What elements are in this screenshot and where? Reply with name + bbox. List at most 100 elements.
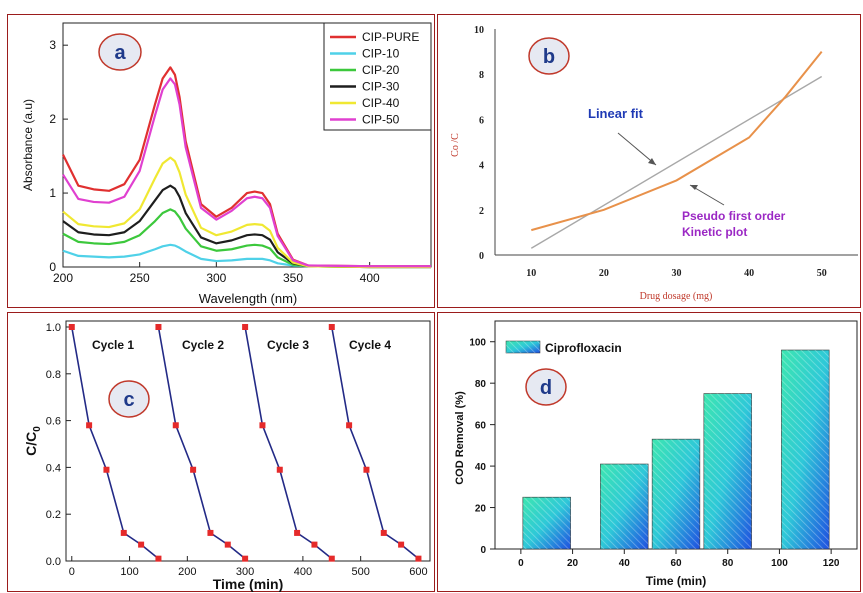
data-point-c-10 xyxy=(224,541,231,548)
x-tick-label-a-2: 300 xyxy=(206,271,226,285)
x-tick-label-c-5: 500 xyxy=(351,566,369,578)
legend-a-label-2: CIP-20 xyxy=(362,63,400,77)
y-axis-label-c-sub: 0 xyxy=(32,426,43,432)
x-tick-label-d-2: 40 xyxy=(619,558,631,569)
x-tick-label-b-0: 10 xyxy=(526,268,536,279)
y-tick-label-b-1: 2 xyxy=(479,206,484,217)
panel-badge-a-text: a xyxy=(114,42,126,64)
cycle-label-3: Cycle 4 xyxy=(349,338,391,352)
cycle-label-0: Cycle 1 xyxy=(92,338,134,352)
y-tick-label-a-2: 2 xyxy=(49,112,56,126)
arrow-linear-fit xyxy=(617,132,657,166)
y-tick-label-b-4: 8 xyxy=(479,70,484,81)
y-tick-label-b-0: 0 xyxy=(479,251,484,262)
y-axis-label-d: COD Removal (%) xyxy=(454,391,466,485)
data-point-c-4 xyxy=(138,541,145,548)
annotation-linear-fit: Linear fit xyxy=(588,106,644,121)
y-tick-label-c-0: 0.0 xyxy=(46,556,61,568)
data-point-c-18 xyxy=(328,324,335,330)
y-tick-label-c-5: 1.0 xyxy=(46,322,61,334)
data-point-c-6 xyxy=(155,324,162,330)
y-tick-label-d-3: 60 xyxy=(475,421,487,432)
chart-d: 0 20 40 60 80 100 120 0 20 40 60 80 100 Ciprofloxaci… xyxy=(454,320,858,588)
panel-badge-b: b xyxy=(528,37,570,75)
data-point-c-9 xyxy=(207,529,214,536)
panel-badge-d: d xyxy=(525,368,567,406)
x-tick-label-d-3: 60 xyxy=(670,558,682,569)
y-tick-label-c-4: 0.8 xyxy=(46,369,61,381)
panel-c: 0 100 200 300 400 500 600 0.0 0.2 0.4 0.6 0.8 1.0 Cy… xyxy=(7,312,435,592)
y-tick-label-a-1: 1 xyxy=(49,186,56,200)
y-tick-label-d-5: 100 xyxy=(469,338,486,349)
series-line-a-1 xyxy=(62,243,431,269)
legend-d: Ciprofloxacin xyxy=(505,340,622,355)
x-tick-label-d-4: 80 xyxy=(722,558,734,569)
data-point-c-22 xyxy=(398,541,405,548)
y-tick-label-c-1: 0.2 xyxy=(46,509,61,521)
annotation-pseudo-first-order: Pseudo first order xyxy=(682,209,786,223)
data-point-c-0 xyxy=(68,324,75,330)
x-tick-label-a-0: 200 xyxy=(53,271,73,285)
data-point-c-21 xyxy=(380,529,387,536)
x-tick-label-a-1: 250 xyxy=(130,271,150,285)
series-line-c-cycle-0 xyxy=(70,326,159,560)
y-tick-label-a-0: 0 xyxy=(49,260,56,274)
annotation-kinetic-plot: Kinetic plot xyxy=(682,225,747,239)
x-tick-label-d-0: 0 xyxy=(518,558,524,569)
y-axis-label-a: Absorbance (a.u) xyxy=(21,99,35,191)
data-point-c-17 xyxy=(328,555,335,562)
cycle-label-1: Cycle 2 xyxy=(182,338,224,352)
y-tick-label-d-2: 40 xyxy=(475,462,487,473)
chart-c: 0 100 200 300 400 500 600 0.0 0.2 0.4 0.6 0.8 1.0 Cy… xyxy=(23,320,431,592)
x-tick-label-d-5: 100 xyxy=(771,558,788,569)
panel-b: 10 20 30 40 50 0 2 4 6 8 10 Linear fit Pseudo firs… xyxy=(437,14,861,308)
data-point-c-13 xyxy=(259,422,266,429)
legend-d-swatch-hatch xyxy=(506,341,540,353)
legend-a-box xyxy=(323,22,432,131)
series-line-b-0 xyxy=(531,50,823,232)
series-line-c-cycle-2 xyxy=(244,326,333,560)
x-tick-label-c-1: 100 xyxy=(120,566,138,578)
plot-frame-c xyxy=(65,320,431,562)
chart-a: 200 250 300 350 400 0 1 2 3 CIP-PURE CIP-10 CIP-20… xyxy=(21,22,432,306)
x-axis-label-b: Drug dosage (mg) xyxy=(640,291,713,302)
panel-d: 0 20 40 60 80 100 120 0 20 40 60 80 100 Ciprofloxaci… xyxy=(437,312,861,592)
data-point-c-12 xyxy=(242,324,249,330)
data-point-c-20 xyxy=(363,466,370,473)
x-tick-label-b-2: 30 xyxy=(672,268,682,279)
x-tick-label-a-4: 400 xyxy=(360,271,380,285)
x-tick-label-c-2: 200 xyxy=(178,566,196,578)
y-tick-label-d-4: 80 xyxy=(475,379,487,390)
series-line-a-2 xyxy=(62,208,431,269)
legend-a-label-0: CIP-PURE xyxy=(362,30,419,44)
series-line-b-1 xyxy=(530,75,823,249)
y-tick-label-a-3: 3 xyxy=(49,38,56,52)
panel-badge-c: c xyxy=(108,380,150,418)
x-tick-label-d-6: 120 xyxy=(823,558,840,569)
series-line-a-5 xyxy=(62,77,431,268)
arrow-linear-fit-head xyxy=(648,158,656,165)
y-tick-label-b-2: 4 xyxy=(479,161,484,172)
y-tick-label-c-3: 0.6 xyxy=(46,416,61,428)
data-point-c-19 xyxy=(346,422,353,429)
x-tick-label-b-1: 20 xyxy=(599,268,609,279)
panel-badge-c-text: c xyxy=(123,389,134,411)
legend-a-label-1: CIP-10 xyxy=(362,47,400,61)
series-line-c-cycle-3 xyxy=(330,326,419,560)
legend-a-label-5: CIP-50 xyxy=(362,113,400,127)
y-axis-label-b: Co /C xyxy=(450,133,461,157)
data-point-c-2 xyxy=(103,466,110,473)
data-point-c-23 xyxy=(415,555,422,562)
y-tick-label-d-1: 20 xyxy=(475,504,487,515)
y-tick-label-c-2: 0.4 xyxy=(46,462,61,474)
series-line-c-cycle-1 xyxy=(157,326,246,560)
data-point-c-14 xyxy=(276,466,283,473)
x-axis-label-c: Time (min) xyxy=(213,576,284,592)
series-line-a-3 xyxy=(62,184,431,269)
data-point-c-11 xyxy=(242,555,249,562)
y-tick-label-b-3: 6 xyxy=(479,115,484,126)
x-tick-label-d-1: 20 xyxy=(567,558,579,569)
panel-badge-d-text: d xyxy=(540,377,552,399)
y-tick-label-b-5: 10 xyxy=(474,25,484,36)
bar-d-hatch-4 xyxy=(781,350,830,549)
